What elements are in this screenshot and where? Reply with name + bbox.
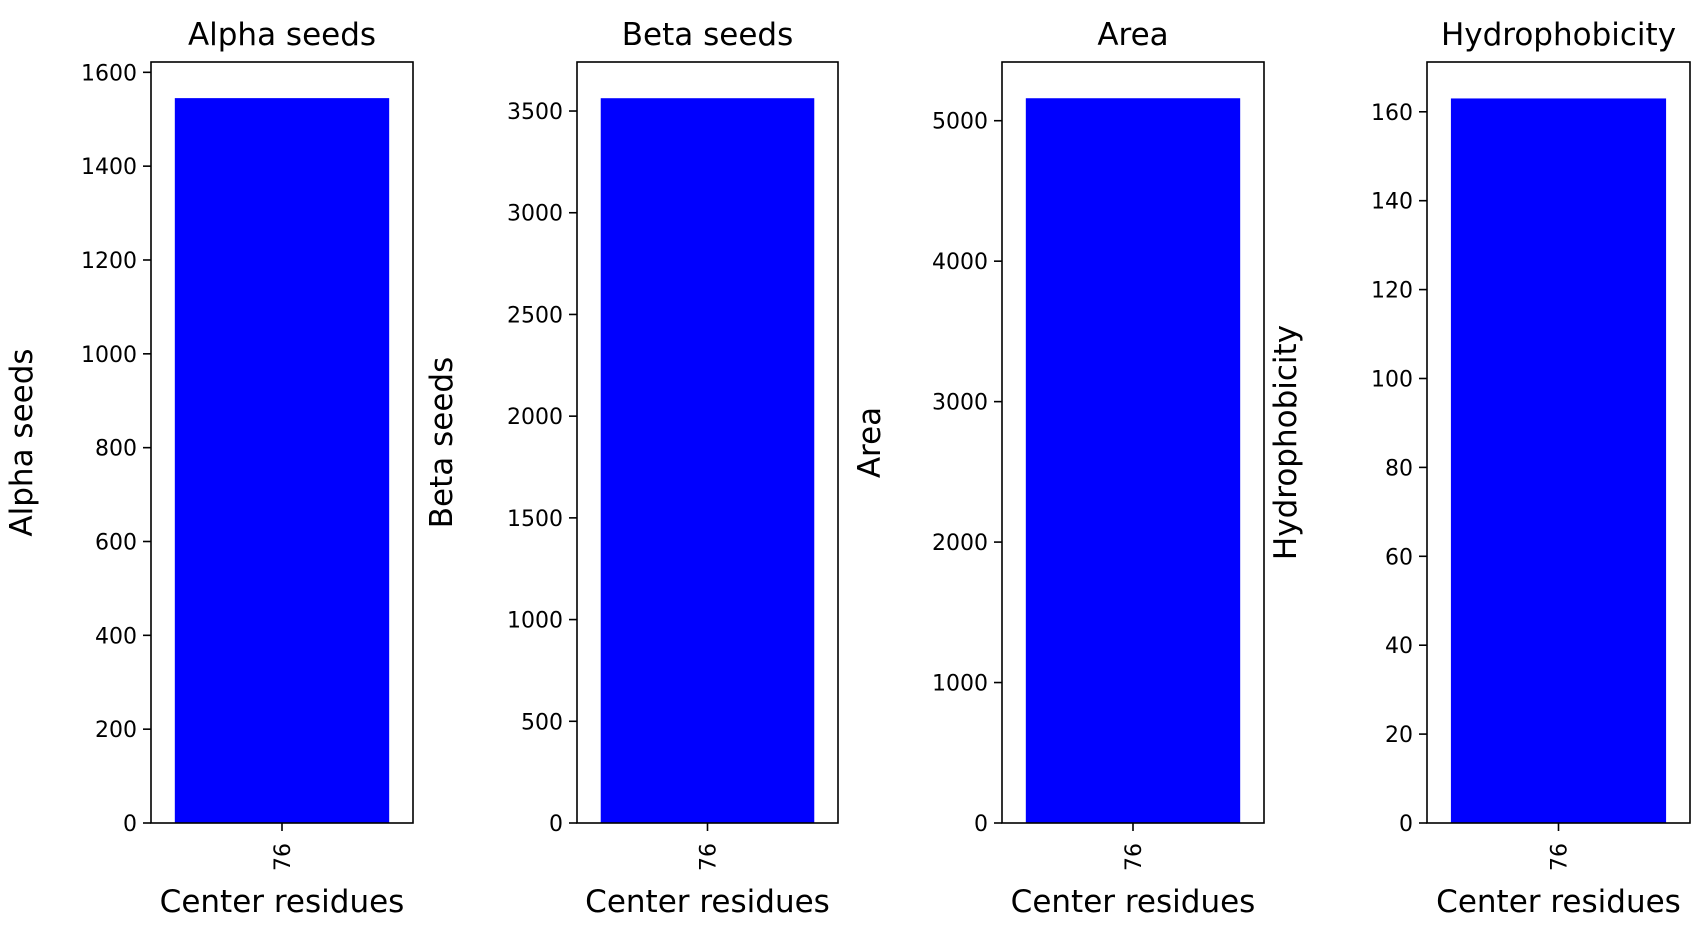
y-axis-label: Beta seeds xyxy=(424,357,460,528)
x-axis-label: Center residues xyxy=(160,884,405,920)
plot-frame xyxy=(576,61,839,824)
y-tick-label: 100 xyxy=(1371,367,1413,392)
bar-2-76 xyxy=(600,98,815,823)
chart-title: Area xyxy=(1097,17,1168,53)
y-tick-label: 1200 xyxy=(81,249,137,274)
plot-frame xyxy=(1001,61,1265,824)
y-tick-label: 160 xyxy=(1371,101,1413,126)
y-tick-label: 200 xyxy=(95,718,137,743)
bar-4-76 xyxy=(1450,98,1667,823)
plot-frame xyxy=(150,61,414,824)
y-axis-label: Hydrophobicity xyxy=(1268,325,1304,560)
y-tick-label: 20 xyxy=(1385,723,1413,748)
y-tick-label: 400 xyxy=(95,624,137,649)
y-tick-label: 3500 xyxy=(507,100,563,125)
x-tick-label: 76 xyxy=(271,843,296,871)
y-axis-label: Area xyxy=(852,407,888,478)
y-tick-label: 1000 xyxy=(507,609,563,634)
y-tick-label: 40 xyxy=(1385,634,1413,659)
y-tick-label: 1500 xyxy=(507,507,563,532)
y-tick-label: 1000 xyxy=(81,343,137,368)
x-tick-label: 76 xyxy=(697,843,722,871)
y-tick-label: 800 xyxy=(95,437,137,462)
y-tick-label: 0 xyxy=(1399,812,1413,837)
y-tick-label: 3000 xyxy=(507,202,563,227)
y-tick-label: 3000 xyxy=(932,391,988,416)
y-tick-label: 2000 xyxy=(507,405,563,430)
chart-title: Alpha seeds xyxy=(188,17,376,53)
x-axis-label: Center residues xyxy=(585,884,830,920)
y-tick-label: 80 xyxy=(1385,456,1413,481)
chart-title: Beta seeds xyxy=(622,17,793,53)
y-tick-label: 1400 xyxy=(81,155,137,180)
y-tick-label: 2000 xyxy=(932,531,988,556)
bar-3-76 xyxy=(1025,98,1241,823)
y-tick-label: 500 xyxy=(521,710,563,735)
y-tick-label: 120 xyxy=(1371,279,1413,304)
x-axis-label: Center residues xyxy=(1011,884,1256,920)
y-axis-label: Alpha seeds xyxy=(4,348,40,536)
y-tick-label: 4000 xyxy=(932,250,988,275)
plot-frame xyxy=(1426,61,1691,824)
chart-title: Hydrophobicity xyxy=(1441,17,1676,53)
y-tick-label: 5000 xyxy=(932,110,988,135)
x-axis-label: Center residues xyxy=(1436,884,1681,920)
x-tick-label: 76 xyxy=(1122,843,1147,871)
y-tick-label: 1000 xyxy=(932,672,988,697)
y-tick-label: 2500 xyxy=(507,303,563,328)
y-tick-label: 60 xyxy=(1385,545,1413,570)
y-tick-label: 0 xyxy=(549,812,563,837)
bar-1-76 xyxy=(174,98,390,823)
y-tick-label: 1600 xyxy=(81,61,137,86)
y-tick-label: 600 xyxy=(95,530,137,555)
y-tick-label: 0 xyxy=(123,812,137,837)
x-tick-label: 76 xyxy=(1548,843,1573,871)
y-tick-label: 140 xyxy=(1371,190,1413,215)
y-tick-label: 0 xyxy=(974,812,988,837)
